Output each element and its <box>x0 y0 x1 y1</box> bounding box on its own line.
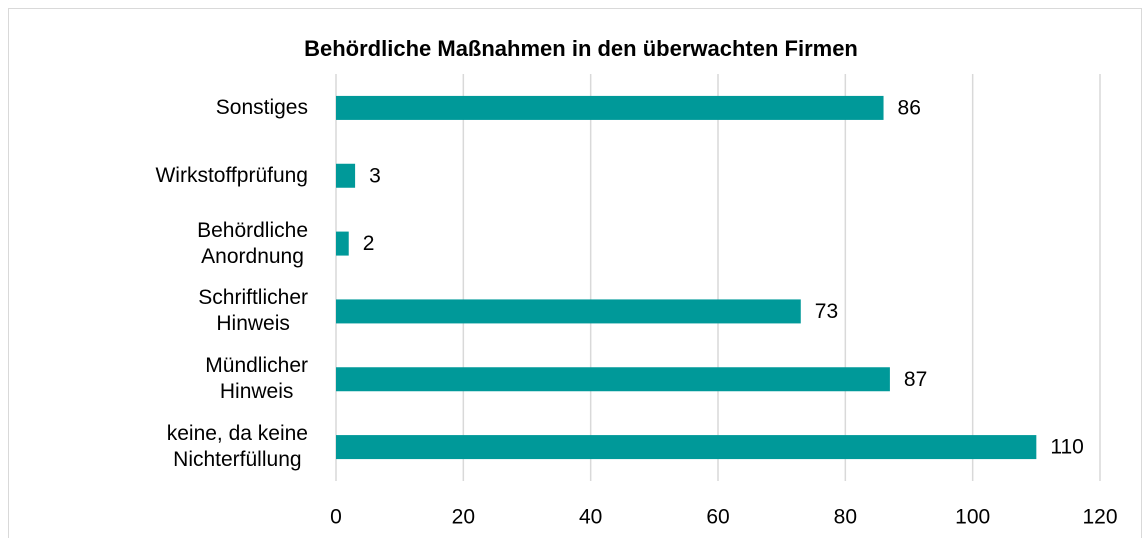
chart-title: Behördliche Maßnahmen in den überwachten… <box>304 36 858 61</box>
data-label: 110 <box>1050 436 1083 459</box>
x-tick-label: 120 <box>1082 506 1117 529</box>
bar <box>336 163 356 188</box>
data-label: 3 <box>369 164 381 187</box>
x-tick-label: 20 <box>452 506 475 529</box>
data-label: 87 <box>904 368 927 391</box>
x-tick-label: 60 <box>706 506 729 529</box>
bar <box>336 299 801 324</box>
y-tick-label: Mündlicher Hinweis <box>205 354 308 404</box>
x-tick-label: 40 <box>579 506 602 529</box>
chart-border <box>8 8 1142 538</box>
data-label: 2 <box>363 232 375 255</box>
bar <box>336 367 890 392</box>
y-tick-label: Sonstiges <box>215 95 308 119</box>
x-tick-label: 100 <box>955 506 990 529</box>
data-label: 73 <box>815 300 838 323</box>
y-tick-label: keine, da keine Nichterfüllung <box>166 422 308 472</box>
x-tick-label: 0 <box>330 506 342 529</box>
y-tick-label: Wirkstoffprüfung <box>155 163 308 187</box>
bar <box>336 95 884 120</box>
bar <box>336 231 349 256</box>
y-tick-label: Schriftlicher Hinweis <box>198 286 308 336</box>
bar <box>336 435 1037 460</box>
x-tick-label: 80 <box>834 506 857 529</box>
data-label: 86 <box>898 96 921 119</box>
y-tick-label: Behördliche Anordnung <box>197 218 308 268</box>
